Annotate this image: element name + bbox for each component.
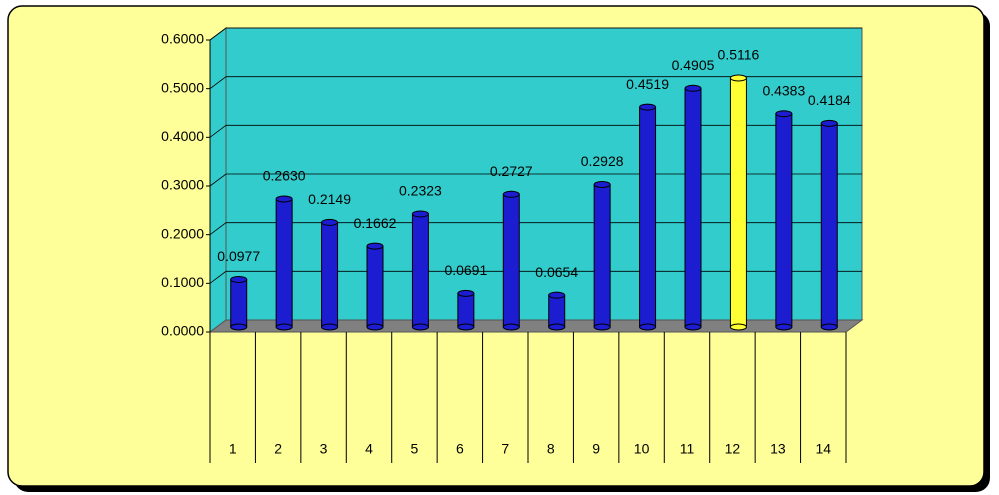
data-label: 0.4519 bbox=[626, 76, 669, 92]
x-tick-label: 14 bbox=[815, 441, 831, 457]
bar-top bbox=[321, 218, 339, 226]
bar-base bbox=[593, 323, 611, 331]
y-tick-label: 0.6000 bbox=[161, 31, 204, 47]
x-tick-label: 3 bbox=[320, 441, 328, 457]
y-tick-label: 0.0000 bbox=[161, 323, 204, 339]
y-tick-label: 0.4000 bbox=[161, 128, 204, 144]
bar-base bbox=[775, 323, 793, 331]
y-tick-label: 0.2000 bbox=[161, 225, 204, 241]
x-tick-label: 7 bbox=[501, 441, 509, 457]
x-tick-label: 12 bbox=[725, 441, 741, 457]
bar-base bbox=[548, 323, 566, 331]
x-tick-label: 4 bbox=[365, 441, 373, 457]
grid-line bbox=[209, 27, 862, 41]
bar bbox=[593, 184, 611, 328]
x-tick-label: 11 bbox=[680, 441, 695, 457]
bar-base bbox=[684, 323, 702, 331]
bar-top bbox=[457, 289, 475, 297]
data-label: 0.2727 bbox=[490, 163, 533, 179]
bar-base bbox=[820, 323, 838, 331]
bar-base bbox=[457, 323, 475, 331]
data-label: 0.2630 bbox=[263, 168, 306, 184]
bar-base bbox=[275, 323, 293, 331]
grid-line bbox=[209, 76, 862, 89]
bar-top bbox=[775, 110, 793, 118]
bar bbox=[321, 221, 339, 328]
data-label: 0.4184 bbox=[808, 92, 851, 108]
bar-top bbox=[729, 74, 747, 82]
bar bbox=[502, 193, 520, 328]
bar bbox=[230, 278, 248, 328]
bar-top bbox=[275, 195, 293, 203]
data-label: 0.4905 bbox=[672, 57, 715, 73]
bar-top bbox=[548, 291, 566, 299]
bar-base bbox=[366, 323, 384, 331]
bar bbox=[775, 113, 793, 328]
x-tick-label: 10 bbox=[634, 441, 650, 457]
x-tick-label: 9 bbox=[592, 441, 600, 457]
bar bbox=[639, 106, 657, 328]
bar-base bbox=[639, 323, 657, 331]
bar-base bbox=[230, 323, 248, 331]
data-label: 0.2928 bbox=[581, 153, 624, 169]
bar-top bbox=[366, 242, 384, 250]
bar-top bbox=[411, 210, 429, 218]
x-tick-label: 8 bbox=[547, 441, 555, 457]
y-tick-label: 0.1000 bbox=[161, 274, 204, 290]
bar-top bbox=[593, 181, 611, 189]
bar bbox=[275, 198, 293, 328]
y-tick-label: 0.5000 bbox=[161, 79, 204, 95]
bar-top bbox=[502, 190, 520, 198]
x-tick-label: 5 bbox=[411, 441, 419, 457]
bar bbox=[548, 294, 566, 328]
bar bbox=[820, 122, 838, 328]
bar-top bbox=[684, 84, 702, 92]
bar bbox=[729, 77, 747, 328]
floor bbox=[208, 319, 864, 333]
data-label: 0.4383 bbox=[762, 82, 805, 98]
data-label: 0.1662 bbox=[354, 215, 397, 231]
x-tick-label: 1 bbox=[229, 441, 237, 457]
bar-top bbox=[230, 275, 248, 283]
data-label: 0.0977 bbox=[217, 248, 260, 264]
bar bbox=[457, 292, 475, 328]
bar-top bbox=[820, 119, 838, 127]
bar-base bbox=[729, 323, 747, 331]
bar-base bbox=[502, 323, 520, 331]
bar-base bbox=[321, 323, 339, 331]
bar-base bbox=[411, 323, 429, 331]
bar bbox=[366, 245, 384, 328]
data-label: 0.2149 bbox=[308, 191, 351, 207]
bar-top bbox=[639, 103, 657, 111]
bar bbox=[411, 213, 429, 328]
x-tick-label: 13 bbox=[770, 441, 786, 457]
data-label: 0.0691 bbox=[444, 262, 487, 278]
data-label: 0.2323 bbox=[399, 183, 442, 199]
y-tick-label: 0.3000 bbox=[161, 177, 204, 193]
x-tick-label: 2 bbox=[274, 441, 282, 457]
bar bbox=[684, 87, 702, 328]
x-tick-label: 6 bbox=[456, 441, 464, 457]
data-label: 0.0654 bbox=[535, 264, 578, 280]
data-label: 0.5116 bbox=[718, 47, 760, 63]
